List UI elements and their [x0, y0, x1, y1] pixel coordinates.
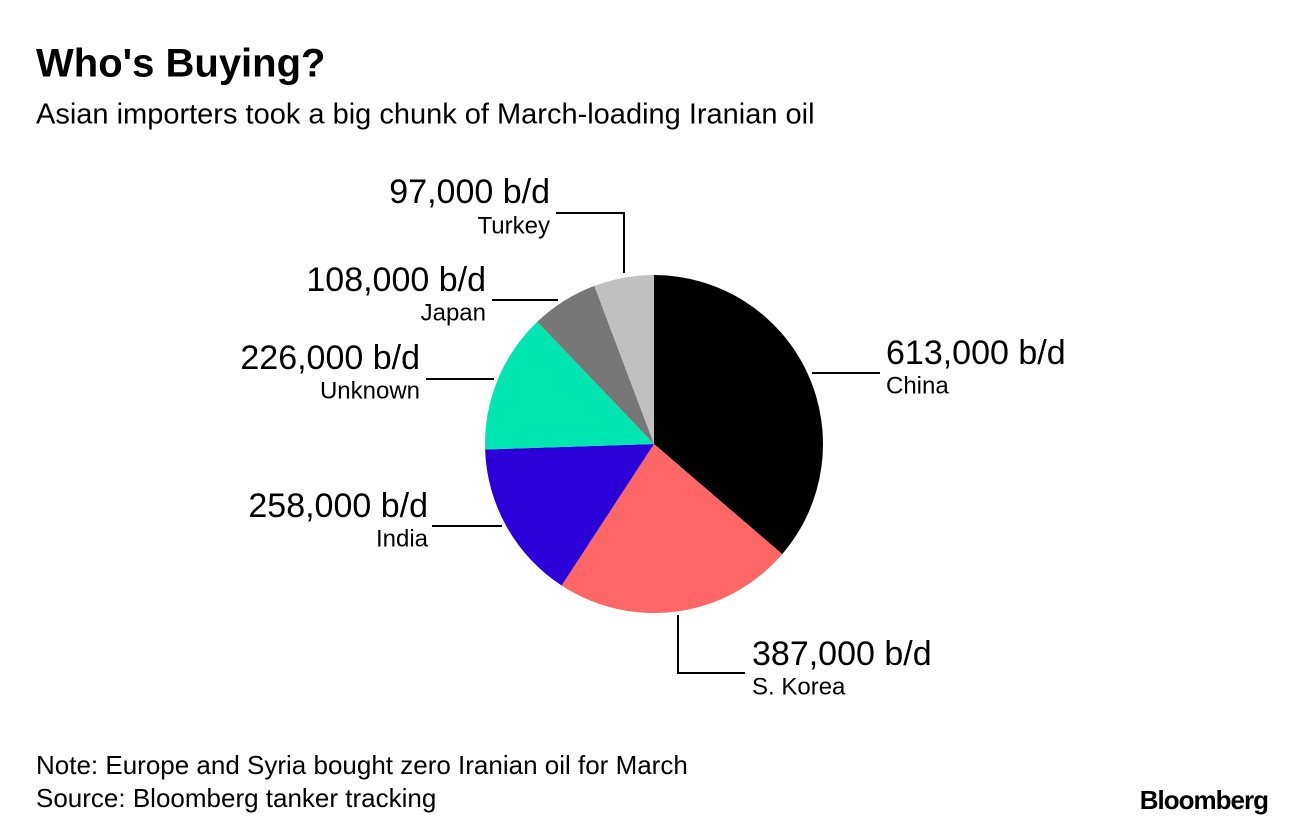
category-label: Turkey — [478, 212, 550, 239]
brand-logo: Bloomberg — [1140, 785, 1268, 815]
pie-slice — [485, 444, 654, 586]
category-label: S. Korea — [752, 673, 846, 700]
category-label: China — [886, 372, 949, 399]
category-label: Unknown — [320, 377, 420, 404]
pie-slice — [485, 321, 654, 450]
pie-slice — [594, 275, 654, 444]
value-label: 387,000 b/d — [752, 635, 932, 673]
pie-slice — [654, 275, 824, 555]
value-label: 613,000 b/d — [886, 334, 1066, 372]
category-label: Japan — [421, 299, 486, 326]
pie-slice — [537, 285, 654, 444]
note: Note: Europe and Syria bought zero Irani… — [36, 750, 688, 780]
leader-line — [556, 212, 625, 273]
chart-subtitle: Asian importers took a big chunk of Marc… — [36, 99, 815, 131]
leader-line — [677, 615, 745, 674]
value-label: 226,000 b/d — [240, 339, 420, 377]
source: Source: Bloomberg tanker tracking — [36, 783, 436, 813]
value-label: 97,000 b/d — [389, 173, 550, 211]
value-label: 258,000 b/d — [248, 487, 428, 525]
category-label: India — [376, 525, 429, 552]
chart-title: Who's Buying? — [36, 42, 325, 86]
pie-slice — [561, 444, 783, 614]
value-label: 108,000 b/d — [306, 261, 486, 299]
